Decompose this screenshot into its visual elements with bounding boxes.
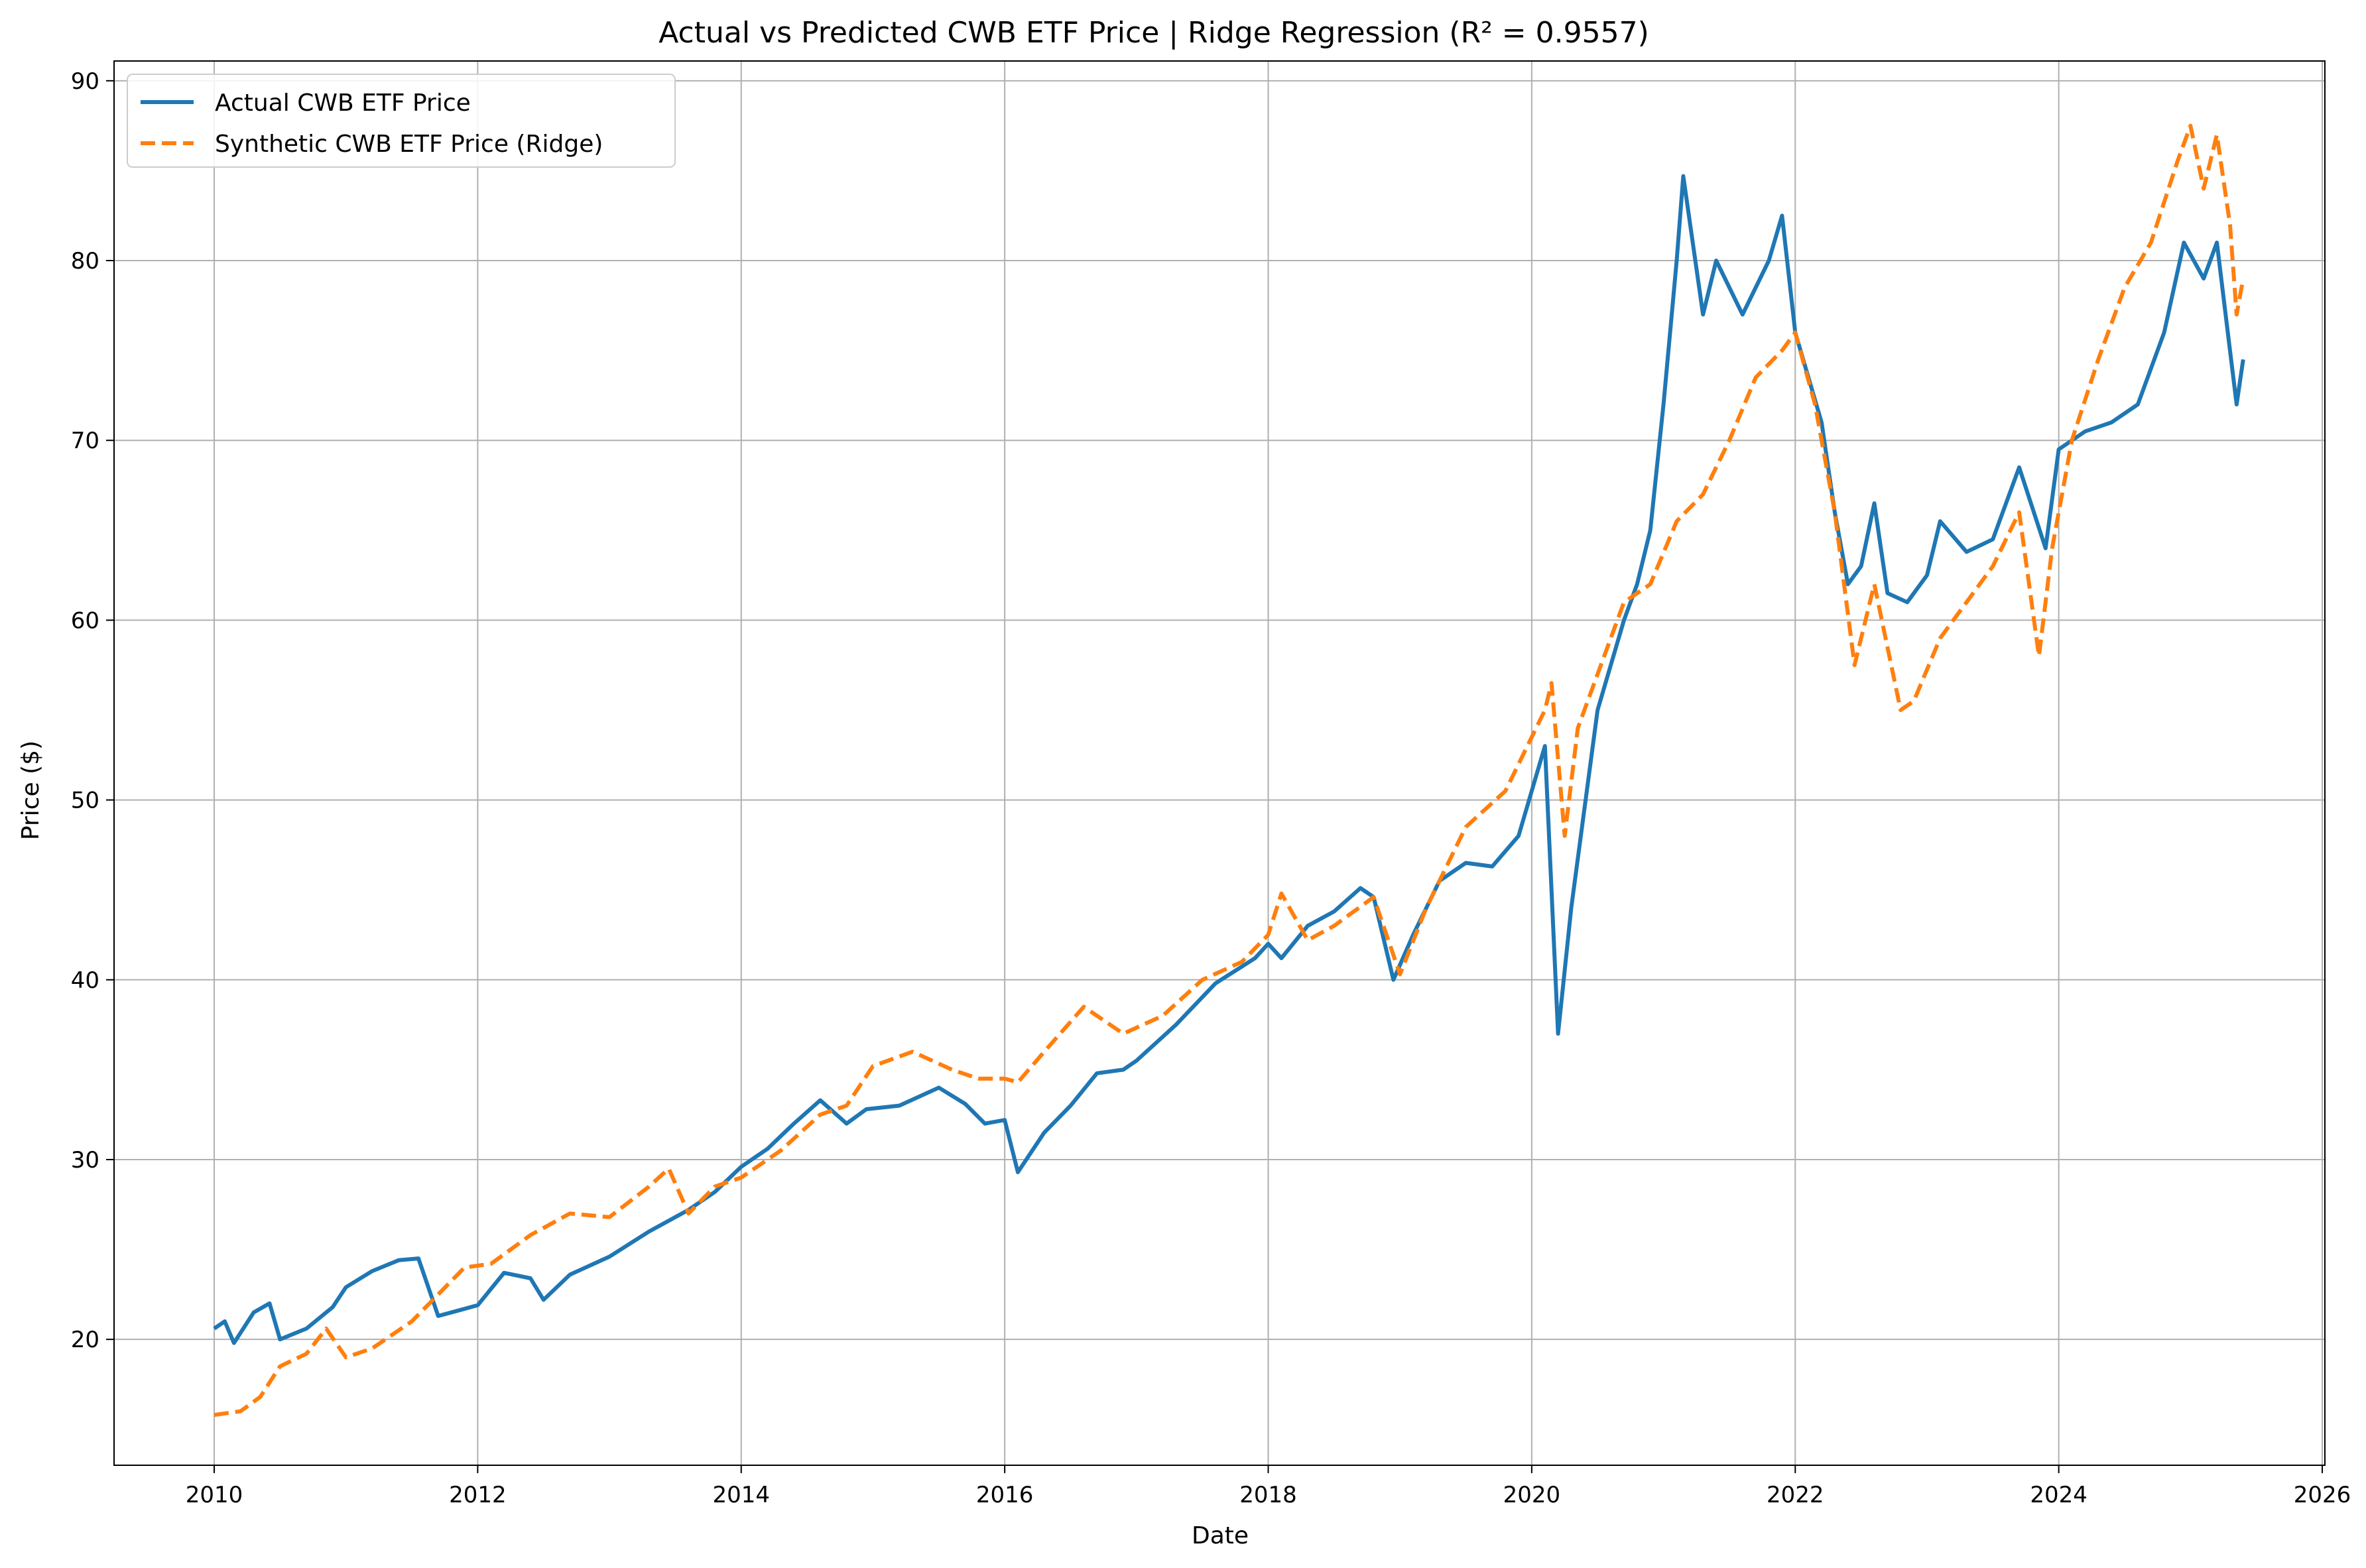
y-axis-label: Price ($) (17, 741, 44, 840)
x-tick-label: 2010 (186, 1482, 243, 1508)
y-tick-label: 70 (71, 428, 99, 454)
x-tick-label: 2018 (1239, 1482, 1297, 1508)
legend: Actual CWB ETF Price Synthetic CWB ETF Pr… (127, 74, 676, 168)
y-tick-label: 60 (71, 607, 99, 634)
chart-title: Actual vs Predicted CWB ETF Price | Ridg… (658, 16, 1649, 50)
series-line-1 (213, 174, 2245, 1345)
x-tick-label: 2012 (449, 1482, 507, 1508)
x-tick-label: 2022 (1767, 1482, 1824, 1508)
series-line-2 (214, 123, 2245, 1417)
plot-frame (113, 60, 2326, 1466)
ticks: 2010 2012 2014 2016 2018 2020 2022 2024 2026 20 30… (71, 68, 2351, 1508)
legend-entry-2: Synthetic CWB ETF Price (Ridge) (215, 131, 603, 158)
x-tick-label: 2014 (712, 1482, 770, 1508)
y-tick-label: 80 (71, 248, 99, 274)
x-tick-label: 2016 (976, 1482, 1034, 1508)
y-tick-label: 30 (71, 1147, 99, 1174)
series-layer (213, 123, 2245, 1417)
legend-box (127, 74, 676, 168)
x-tick-label: 2026 (2294, 1482, 2351, 1508)
y-tick-label: 50 (71, 788, 99, 814)
x-tick-label: 2024 (2030, 1482, 2087, 1508)
y-tick-label: 40 (71, 967, 99, 994)
legend-entry-1: Actual CWB ETF Price (215, 90, 471, 117)
grid (114, 61, 2325, 1465)
y-tick-label: 90 (71, 68, 99, 95)
x-tick-label: 2020 (1503, 1482, 1561, 1508)
y-tick-label: 20 (71, 1327, 99, 1353)
x-axis-label: Date (1192, 1522, 1249, 1549)
